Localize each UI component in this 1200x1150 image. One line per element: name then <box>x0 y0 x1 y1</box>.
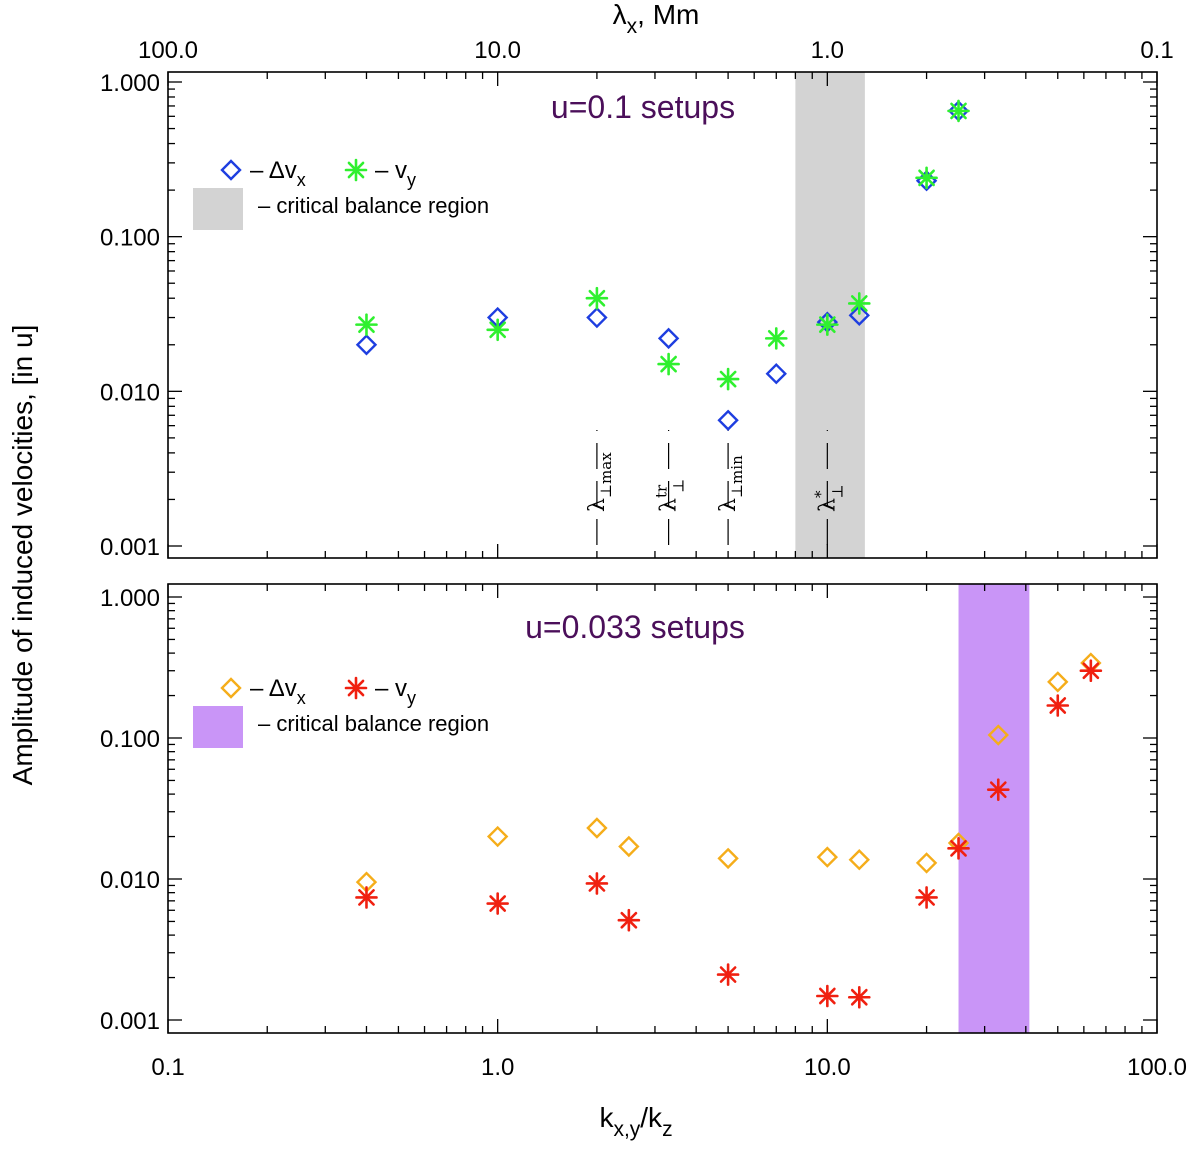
data-point-diamond <box>586 306 608 329</box>
data-point-asterisk <box>915 886 938 909</box>
top-x-tick-label: 100.0 <box>138 37 198 64</box>
data-point-asterisk <box>816 984 839 1008</box>
data-point-diamond <box>586 817 608 839</box>
data-point-asterisk <box>355 886 378 909</box>
bottom-critical-balance-region <box>958 584 1030 1033</box>
data-point-asterisk <box>716 367 740 391</box>
x-tick-label: 0.1 <box>151 1054 184 1081</box>
top-panel-ticks: 1.000 0.100 0.010 0.001 100.0 10.0 1.0 0.1 <box>100 37 1174 561</box>
top-x-axis-label: λx, Mm <box>613 0 700 38</box>
data-point-asterisk <box>355 313 378 336</box>
legend-diamond <box>220 159 242 181</box>
legend-diamond-marker <box>220 159 242 181</box>
data-point-diamond <box>987 724 1009 746</box>
lambda-annotation: λtr⊥ <box>653 430 688 545</box>
data-point-diamond <box>848 849 870 871</box>
top-x-tick-label: 1.0 <box>811 37 844 64</box>
legend-diamond-marker <box>220 677 242 699</box>
data-point-asterisk <box>657 352 680 376</box>
bottom-panel-points <box>355 652 1103 1009</box>
data-point-diamond <box>915 852 938 874</box>
legend-asterisk <box>344 158 368 182</box>
data-point-diamond <box>717 847 739 870</box>
lambda-annotation: λ*⊥ <box>811 430 846 545</box>
annotation-label: λ⊥max <box>585 452 615 512</box>
data-point-diamond <box>486 825 509 848</box>
lambda-annotation: λ⊥min <box>716 430 746 545</box>
annotation-label: λtr⊥ <box>653 479 688 512</box>
data-point-diamond <box>657 327 680 350</box>
legend-region-label: – critical balance region <box>258 711 489 736</box>
data-point-diamond <box>765 363 787 385</box>
lambda-annotation: λ⊥max <box>585 430 615 545</box>
legend-dvx-label: – Δvx <box>250 675 306 708</box>
x-tick-label: 100.0 <box>1127 1054 1187 1081</box>
y-tick-label: 0.100 <box>100 225 160 252</box>
data-point-diamond <box>1047 671 1069 693</box>
x-tick-label: 10.0 <box>804 1054 851 1081</box>
top-x-tick-label: 10.0 <box>474 37 521 64</box>
data-point-asterisk <box>617 908 641 932</box>
legend-asterisk-marker <box>344 158 368 182</box>
annotation-label: λ*⊥ <box>811 484 846 512</box>
data-point-asterisk <box>947 837 970 860</box>
legend-vy-label: – vy <box>375 675 416 708</box>
top-panel-points <box>355 99 970 431</box>
y-tick-label: 0.010 <box>100 867 160 894</box>
data-point-asterisk <box>1046 694 1070 717</box>
data-point-diamond <box>816 846 839 868</box>
y-tick-label: 1.000 <box>100 70 160 97</box>
data-point-asterisk <box>764 327 788 350</box>
data-point-asterisk <box>585 872 609 895</box>
x-tick-label: 1.0 <box>481 1054 514 1081</box>
y-tick-label: 0.010 <box>100 379 160 406</box>
data-point-asterisk <box>1079 659 1103 683</box>
legend-region-label: – critical balance region <box>258 193 489 218</box>
legend-region-swatch <box>193 188 243 230</box>
legend-dvx-label: – Δvx <box>250 157 306 190</box>
bot-region-band <box>958 584 1030 1033</box>
bottom-panel-frame <box>167 583 1158 1034</box>
top-panel-frame <box>167 71 1158 559</box>
data-point-diamond <box>848 304 870 327</box>
top-legend: – Δvx – vy – critical balance region <box>193 157 489 230</box>
data-point-diamond <box>355 334 378 356</box>
bottom-panel-title: u=0.033 setups <box>525 609 745 645</box>
data-point-asterisk <box>915 166 938 190</box>
top-panel-title: u=0.1 setups <box>551 89 735 125</box>
legend-asterisk-marker <box>344 676 368 700</box>
legend-diamond <box>220 677 242 699</box>
y-tick-label: 0.001 <box>100 1008 160 1035</box>
data-point-asterisk <box>816 313 839 336</box>
x-axis-label: kx,y/kz <box>599 1102 672 1141</box>
bottom-legend: – Δvx – vy – critical balance region <box>193 675 489 748</box>
bottom-panel-ticks: 1.000 0.100 0.010 0.001 0.1 1.0 10.0 100.0 <box>100 584 1187 1081</box>
data-point-asterisk <box>486 892 509 915</box>
y-axis-label: Amplitude of induced velocities, [in u] <box>7 325 38 786</box>
y-tick-label: 0.100 <box>100 726 160 753</box>
legend-region-swatch <box>193 706 243 748</box>
data-point-asterisk <box>716 963 740 986</box>
y-tick-label: 0.001 <box>100 534 160 561</box>
data-point-diamond <box>717 409 739 431</box>
y-tick-label: 1.000 <box>100 585 160 612</box>
data-point-asterisk <box>947 99 970 123</box>
legend-asterisk <box>344 676 368 700</box>
data-point-asterisk <box>585 286 609 310</box>
data-point-diamond <box>618 835 640 858</box>
annotation-label: λ⊥min <box>716 455 746 512</box>
data-point-asterisk <box>986 778 1010 801</box>
top-x-tick-label: 0.1 <box>1140 37 1173 64</box>
data-point-asterisk <box>847 985 871 1009</box>
data-point-asterisk <box>486 318 509 342</box>
legend-vy-label: – vy <box>375 157 416 190</box>
data-point-asterisk <box>847 292 871 315</box>
top-wavelength-annotations: λ⊥max λtr⊥ λ⊥min λ*⊥ <box>585 430 846 545</box>
